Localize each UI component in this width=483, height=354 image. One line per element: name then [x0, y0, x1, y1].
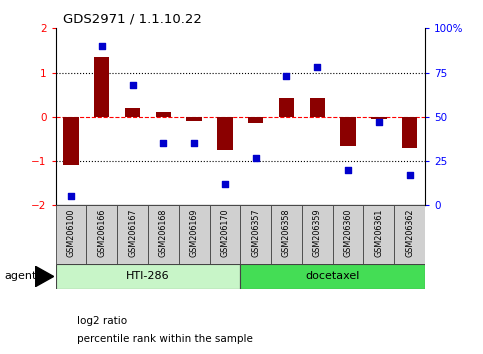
- Point: [252, 155, 259, 160]
- Bar: [394, 205, 425, 264]
- Bar: [333, 205, 364, 264]
- Text: GSM206360: GSM206360: [343, 208, 353, 257]
- Text: GSM206362: GSM206362: [405, 208, 414, 257]
- Bar: [63, 117, 79, 166]
- Bar: [56, 205, 86, 264]
- Point: [375, 119, 383, 125]
- Point: [128, 82, 136, 88]
- Text: log2 ratio: log2 ratio: [77, 316, 128, 326]
- Text: HTI-286: HTI-286: [126, 272, 170, 281]
- Bar: [302, 205, 333, 264]
- Text: GSM206357: GSM206357: [251, 208, 260, 257]
- Bar: [94, 57, 110, 117]
- Bar: [56, 264, 241, 289]
- Bar: [240, 264, 425, 289]
- Point: [406, 172, 413, 178]
- Bar: [271, 205, 302, 264]
- Bar: [117, 205, 148, 264]
- Text: percentile rank within the sample: percentile rank within the sample: [77, 334, 253, 344]
- Bar: [86, 205, 117, 264]
- Bar: [341, 117, 356, 145]
- Text: GDS2971 / 1.1.10.22: GDS2971 / 1.1.10.22: [63, 12, 202, 25]
- Bar: [248, 117, 263, 124]
- Bar: [402, 117, 417, 148]
- Text: GSM206170: GSM206170: [220, 208, 229, 257]
- Bar: [279, 98, 294, 117]
- Point: [221, 181, 229, 187]
- Bar: [210, 205, 240, 264]
- Text: GSM206358: GSM206358: [282, 208, 291, 257]
- Point: [283, 73, 290, 79]
- Bar: [156, 113, 171, 117]
- Point: [159, 141, 167, 146]
- Text: GSM206361: GSM206361: [374, 208, 384, 257]
- Text: GSM206167: GSM206167: [128, 208, 137, 257]
- Bar: [148, 205, 179, 264]
- Point: [190, 141, 198, 146]
- Bar: [364, 205, 394, 264]
- Bar: [179, 205, 210, 264]
- Text: GSM206359: GSM206359: [313, 208, 322, 257]
- Bar: [240, 205, 271, 264]
- Bar: [371, 117, 386, 119]
- Bar: [310, 98, 325, 117]
- Text: agent: agent: [5, 272, 37, 281]
- Point: [98, 43, 106, 49]
- Point: [344, 167, 352, 173]
- Text: GSM206166: GSM206166: [97, 208, 106, 257]
- Text: GSM206100: GSM206100: [67, 208, 75, 257]
- Bar: [186, 117, 202, 121]
- Point: [67, 194, 75, 199]
- Bar: [125, 108, 140, 117]
- Text: GSM206169: GSM206169: [190, 208, 199, 257]
- Text: GSM206168: GSM206168: [159, 208, 168, 257]
- Point: [313, 64, 321, 70]
- Text: docetaxel: docetaxel: [305, 272, 360, 281]
- Polygon shape: [35, 266, 54, 287]
- Bar: [217, 117, 233, 150]
